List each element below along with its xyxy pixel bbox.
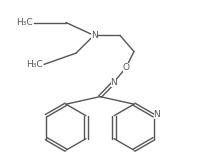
Text: N: N — [91, 31, 97, 40]
Text: O: O — [122, 63, 130, 72]
Text: N: N — [154, 110, 160, 119]
Text: N: N — [111, 78, 117, 87]
Text: H₃C: H₃C — [16, 18, 33, 27]
Text: H₃C: H₃C — [26, 60, 43, 69]
